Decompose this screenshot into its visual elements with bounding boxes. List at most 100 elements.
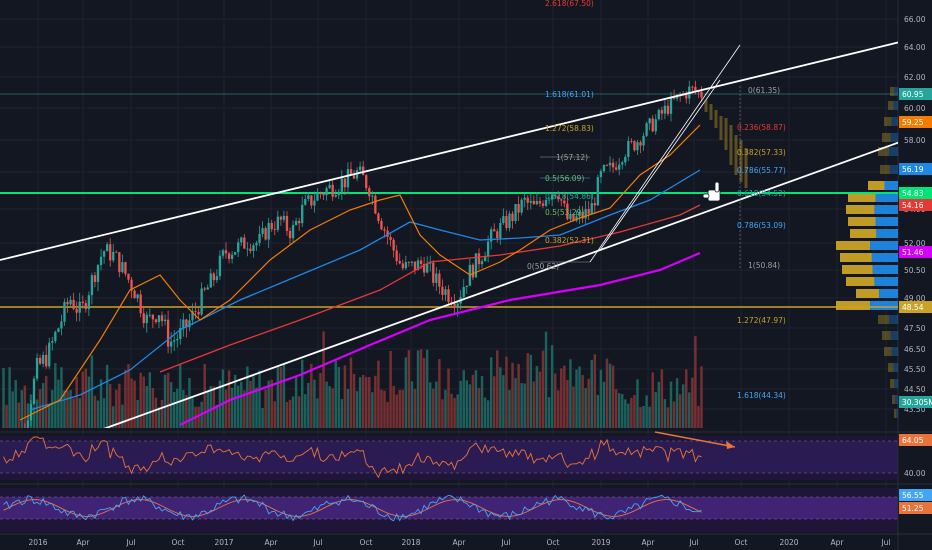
candle-body — [404, 262, 407, 269]
candle-body — [362, 166, 365, 176]
volume-bar — [151, 388, 155, 428]
volume-bar — [154, 397, 158, 428]
candle-body — [32, 378, 36, 405]
candle-body — [261, 228, 264, 234]
candle-body — [124, 262, 127, 274]
volume-bar — [328, 386, 331, 428]
svg-text:51.25: 51.25 — [902, 504, 924, 513]
volume-bar — [657, 381, 661, 428]
candle-body — [435, 273, 438, 283]
rsi-axis-label: 40.00 — [904, 469, 926, 478]
volume-bar — [550, 345, 554, 428]
volume-bar — [368, 376, 371, 428]
candle-body — [624, 156, 627, 163]
volume-bar — [197, 406, 200, 428]
volume-bar — [230, 387, 234, 428]
volume-bar — [493, 376, 496, 428]
volume-bar — [96, 400, 100, 428]
volume-bar — [337, 366, 341, 428]
volume-bar — [611, 365, 615, 428]
volume-bar — [191, 398, 194, 428]
candle-body — [346, 169, 350, 188]
candle-body — [160, 315, 164, 322]
fib-level-label: 1(57.12) — [556, 153, 588, 162]
candle-body — [63, 301, 66, 322]
volume-bar — [407, 350, 411, 428]
candle-body — [298, 220, 301, 224]
candle-body — [419, 260, 423, 264]
volume-bar — [93, 395, 97, 428]
candle-body — [441, 286, 444, 295]
candle-body — [505, 216, 508, 229]
volume-bar — [590, 359, 593, 428]
candle-body — [252, 245, 255, 252]
price-tick-label: 66.00 — [904, 15, 926, 24]
candle-body — [377, 213, 380, 221]
candle-body — [395, 250, 398, 262]
candle-body — [51, 341, 54, 343]
price-tick-label: 45.50 — [904, 365, 926, 374]
time-tick-label: Jul — [125, 538, 135, 547]
candle-body — [508, 213, 511, 229]
volume-profile-row — [882, 331, 891, 340]
candle-body — [444, 289, 447, 295]
fib-level-label: 2.618(67.50) — [545, 0, 594, 8]
volume-bar — [645, 395, 648, 428]
rsi-band — [0, 441, 898, 473]
projected-path — [704, 100, 748, 188]
candle-body — [35, 357, 39, 379]
candle-body — [288, 230, 292, 239]
candle-body — [163, 319, 167, 322]
candle-body — [237, 242, 240, 253]
volume-profile-row — [878, 315, 889, 324]
volume-bar — [188, 377, 191, 428]
fib-level-label: 1.618(44.34) — [737, 391, 786, 400]
volume-bar — [450, 393, 453, 428]
volume-bar — [112, 406, 115, 428]
volume-bar — [532, 381, 536, 428]
volume-bar — [63, 390, 66, 428]
volume-bar — [627, 403, 630, 428]
candle-body — [54, 331, 57, 342]
volume-bar — [108, 383, 112, 428]
candle-body — [517, 204, 520, 213]
candle-body — [633, 141, 636, 151]
volume-bar — [279, 367, 283, 428]
volume-bar — [206, 390, 209, 428]
candle-body — [651, 118, 654, 132]
candle-body — [197, 311, 200, 315]
time-tick-label: 2018 — [401, 538, 420, 547]
candle-body — [102, 251, 106, 257]
candle-body — [118, 252, 121, 273]
candle-body — [471, 264, 475, 278]
ma-blue — [29, 169, 701, 411]
candle-body — [368, 188, 371, 197]
candle-body — [221, 250, 225, 256]
volume-bar — [316, 398, 319, 428]
candle-body — [465, 285, 468, 287]
volume-bar — [499, 367, 502, 428]
volume-bar — [276, 366, 280, 428]
volume-bar — [593, 354, 597, 428]
candle-body — [669, 96, 673, 114]
candle-body — [331, 184, 334, 197]
fib-level-label: 0.5(53.29) — [545, 208, 584, 217]
stochastic-indicator — [3, 494, 702, 522]
volume-bar — [624, 399, 627, 428]
volume-bar — [261, 407, 264, 428]
volume-bar — [38, 389, 42, 428]
volume-bar — [118, 383, 121, 428]
volume-bar — [377, 360, 380, 428]
volume-bar — [563, 365, 566, 428]
candle-body — [169, 341, 173, 347]
volume-profile-row — [894, 409, 897, 418]
volume-bar — [325, 381, 328, 428]
candle-body — [535, 201, 539, 205]
volume-bar — [517, 363, 520, 428]
volume-bar — [508, 389, 511, 428]
candle-body — [560, 199, 563, 201]
candle-body — [133, 290, 136, 299]
volume-bar — [578, 366, 581, 428]
svg-text:54.83: 54.83 — [902, 189, 924, 198]
